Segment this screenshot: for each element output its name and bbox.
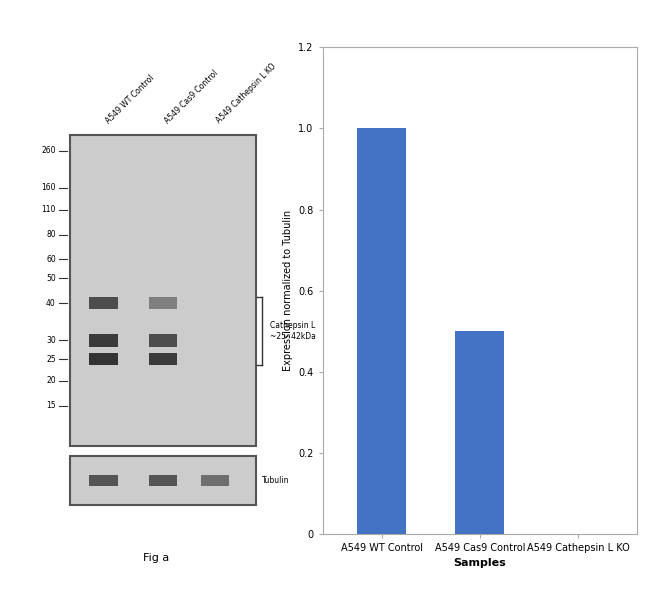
Text: 260: 260 xyxy=(42,146,56,155)
Text: 30: 30 xyxy=(46,336,56,345)
Text: 40: 40 xyxy=(46,298,56,308)
Bar xyxy=(455,331,504,534)
Bar xyxy=(70,135,256,446)
Bar xyxy=(201,474,229,486)
Bar xyxy=(89,334,118,347)
Text: 80: 80 xyxy=(46,230,56,239)
Bar xyxy=(357,129,406,534)
Text: 60: 60 xyxy=(46,255,56,264)
Text: A549 Cathepsin L KO: A549 Cathepsin L KO xyxy=(215,62,278,125)
Text: 160: 160 xyxy=(42,183,56,192)
Text: 25: 25 xyxy=(46,355,56,364)
Text: A549 Cas9 Control: A549 Cas9 Control xyxy=(163,68,220,125)
Text: Fig a: Fig a xyxy=(143,553,169,563)
Text: 110: 110 xyxy=(42,205,56,214)
Text: Cathepsin L
~25- 42kDa: Cathepsin L ~25- 42kDa xyxy=(270,321,316,341)
X-axis label: Samples: Samples xyxy=(454,558,506,568)
Y-axis label: Expression normalized to Tubulin: Expression normalized to Tubulin xyxy=(283,210,292,371)
Text: 20: 20 xyxy=(46,377,56,385)
Bar xyxy=(89,474,118,486)
Text: 15: 15 xyxy=(46,401,56,410)
Text: A549 WT Control: A549 WT Control xyxy=(103,73,155,125)
Bar xyxy=(70,456,256,505)
Text: Tubulin: Tubulin xyxy=(261,476,289,484)
Bar xyxy=(89,296,118,310)
Text: 50: 50 xyxy=(46,273,56,283)
Bar xyxy=(149,296,177,310)
Bar xyxy=(149,353,177,365)
Bar xyxy=(149,474,177,486)
Bar xyxy=(149,334,177,347)
Bar xyxy=(89,353,118,365)
